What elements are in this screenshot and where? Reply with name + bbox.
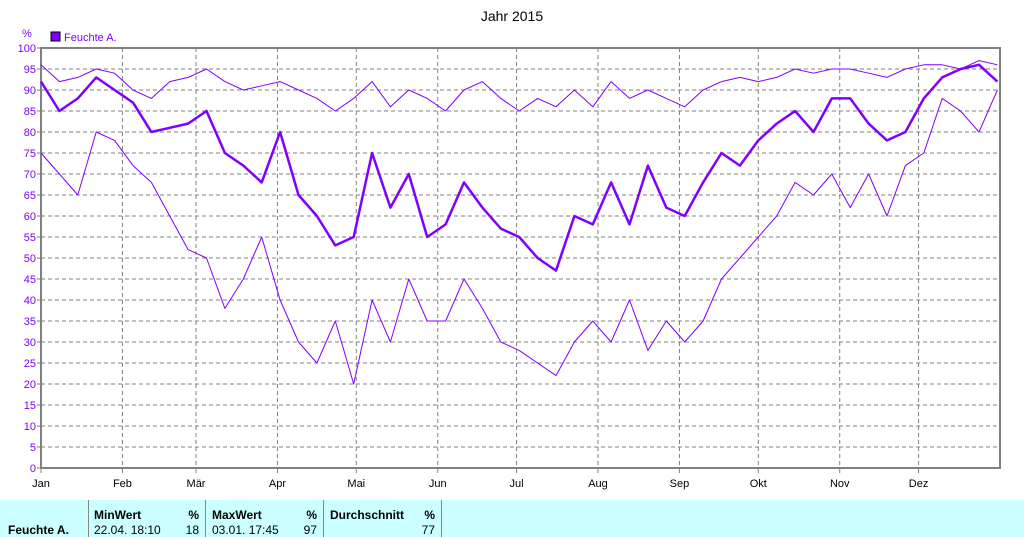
y-tick-label: 70 xyxy=(24,169,36,181)
x-tick-label: Apr xyxy=(269,478,286,490)
humidity-chart: Jahr 2015% Feuchte A. 0 5 10 15 20 25 30 35 40 45 50… xyxy=(18,8,1001,490)
y-tick-label: 20 xyxy=(24,379,36,391)
y-tick-label: 65 xyxy=(24,190,36,202)
chart-title: Jahr 2015 xyxy=(481,8,543,24)
x-tick-label: Mai xyxy=(347,478,365,490)
max-value: 97 xyxy=(303,523,317,537)
x-tick-label: Mär xyxy=(187,478,206,490)
y-tick-label: 90 xyxy=(24,85,36,97)
y-tick-label: 40 xyxy=(24,295,36,307)
min-cell: MinWert % 22.04. 18:10 18 xyxy=(89,500,206,537)
y-tick-label: 0 xyxy=(30,463,36,475)
max-unit: % xyxy=(306,508,317,522)
y-tick-label: 85 xyxy=(24,106,36,118)
avg-cell: Durchschnitt % 77 xyxy=(324,500,442,537)
x-tick-label: Dez xyxy=(909,478,929,490)
max-cell: MaxWert % 03.01. 17:45 97 xyxy=(206,500,324,537)
x-tick-label: Feb xyxy=(113,478,132,490)
max-header: MaxWert xyxy=(212,508,262,522)
series-line-min xyxy=(40,89,998,385)
y-tick-label: 45 xyxy=(24,274,36,286)
x-tick-label: Jul xyxy=(510,478,524,490)
avg-header: Durchschnitt xyxy=(330,508,405,522)
legend-swatch xyxy=(50,31,61,42)
x-tick-label: Nov xyxy=(830,478,850,490)
row-label: Feuchte A. xyxy=(8,523,69,537)
series-line-max xyxy=(40,60,998,112)
stats-table: Feuchte A. MinWert % 22.04. 18:10 18 Max… xyxy=(0,500,1024,537)
plot-frame xyxy=(40,47,1001,469)
x-tick-label: Jan xyxy=(32,478,50,490)
y-tick-label: 10 xyxy=(24,421,36,433)
min-time: 22.04. 18:10 xyxy=(94,523,161,537)
y-tick-label: 75 xyxy=(24,148,36,160)
y-tick-label: 15 xyxy=(24,400,36,412)
min-value: 18 xyxy=(185,523,199,537)
min-header: MinWert xyxy=(94,508,142,522)
y-tick-label: 25 xyxy=(24,358,36,370)
x-tick-label: Aug xyxy=(588,478,608,490)
series-line-avg xyxy=(39,63,999,272)
y-tick-label: 95 xyxy=(24,64,36,76)
x-tick-label: Okt xyxy=(750,478,767,490)
y-tick-label: 5 xyxy=(30,442,36,454)
y-tick-label: 35 xyxy=(24,316,36,328)
y-tick-label: 50 xyxy=(24,253,36,265)
x-tick-label: Jun xyxy=(429,478,447,490)
y-axis-unit: % xyxy=(22,28,32,40)
y-tick-label: 80 xyxy=(24,127,36,139)
y-tick-label: 55 xyxy=(24,232,36,244)
legend-label: Feuchte A. xyxy=(64,32,117,44)
avg-unit: % xyxy=(424,508,435,522)
row-label-cell: Feuchte A. xyxy=(0,500,89,537)
y-tick-label: 100 xyxy=(18,43,36,55)
y-tick-label: 60 xyxy=(24,211,36,223)
avg-value: 77 xyxy=(421,523,435,537)
y-tick-label: 30 xyxy=(24,337,36,349)
min-unit: % xyxy=(188,508,199,522)
max-time: 03.01. 17:45 xyxy=(212,523,279,537)
x-tick-label: Sep xyxy=(670,478,690,490)
